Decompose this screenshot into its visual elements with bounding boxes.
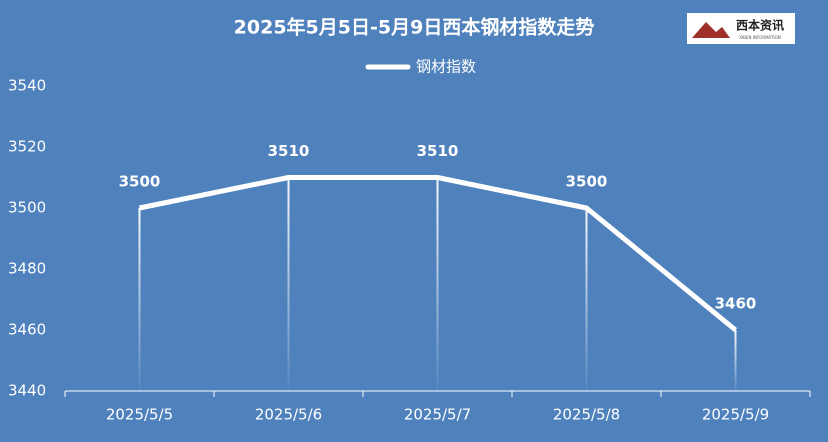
drop-line [287, 177, 290, 391]
x-tick-label: 2025/5/5 [106, 406, 173, 424]
data-label: 3460 [715, 295, 757, 313]
drop-line [138, 208, 141, 391]
data-label: 3510 [268, 142, 310, 160]
logo-text: 西本资讯 [736, 18, 784, 33]
legend-label: 钢材指数 [416, 58, 476, 76]
line [138, 175, 738, 332]
y-tick-label: 3460 [8, 321, 46, 339]
y-tick-label: 3520 [8, 138, 46, 156]
chart-title: 2025年5月5日-5月9日西本钢材指数走势 [234, 16, 595, 39]
drop-line [436, 177, 439, 391]
x-tick-label: 2025/5/7 [404, 406, 471, 424]
y-tick-label: 3480 [8, 260, 46, 278]
x-tick-label: 2025/5/8 [553, 406, 620, 424]
logo-subtitle: XIBEN INFORMATION [739, 35, 781, 40]
logo-icon [692, 22, 730, 38]
drop-line [734, 330, 737, 391]
y-tick-label: 3540 [8, 77, 46, 95]
data-label: 3510 [417, 142, 459, 160]
y-tick-label: 3440 [8, 382, 46, 400]
drop-line [585, 208, 588, 391]
x-tick-label: 2025/5/6 [255, 406, 322, 424]
y-tick-label: 3500 [8, 199, 46, 217]
logo: 西本资讯 XIBEN INFORMATION [687, 13, 795, 44]
x-tick-label: 2025/5/9 [702, 406, 769, 424]
data-label: 3500 [119, 173, 161, 191]
data-label: 3500 [566, 173, 608, 191]
